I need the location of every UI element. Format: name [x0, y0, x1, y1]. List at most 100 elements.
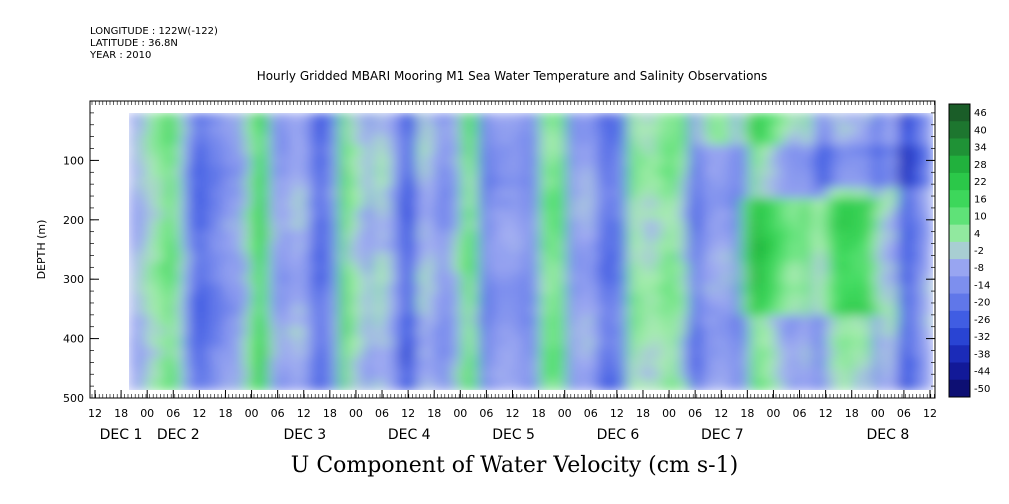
field-cell — [863, 368, 873, 381]
field-cell — [644, 251, 655, 264]
field-cell — [915, 336, 926, 349]
field-cell — [164, 294, 174, 306]
field-cell — [347, 368, 358, 381]
field-cell — [662, 294, 672, 306]
field-cell — [627, 368, 637, 381]
field-cell — [391, 304, 401, 317]
field-cell — [312, 240, 323, 253]
field-cell — [338, 251, 349, 264]
field-cell — [268, 347, 279, 360]
field-cell — [181, 347, 192, 360]
field-cell — [775, 347, 786, 360]
field-cell — [749, 219, 760, 232]
field-cell — [277, 240, 288, 253]
field-cell — [496, 155, 506, 168]
field-cell — [924, 368, 933, 381]
field-cell — [679, 326, 690, 338]
field-cell — [705, 347, 716, 360]
field-cell — [461, 262, 471, 274]
field-cell — [164, 240, 174, 253]
field-cell — [889, 134, 899, 146]
field-cell — [295, 315, 305, 328]
field-cell — [880, 240, 891, 253]
field-cell — [635, 145, 646, 157]
field-cell — [434, 336, 445, 349]
field-cell — [207, 347, 218, 360]
field-cell — [801, 358, 812, 370]
field-cell — [653, 326, 663, 338]
field-cell — [295, 166, 305, 178]
field-cell — [146, 283, 157, 296]
x-tick-label: 18 — [532, 407, 546, 420]
field-cell — [426, 208, 436, 221]
field-cell — [653, 283, 663, 296]
field-cell — [198, 262, 209, 274]
field-cell — [487, 315, 497, 328]
field-cell — [653, 347, 663, 360]
field-cell — [155, 358, 165, 370]
field-cell — [129, 198, 139, 210]
field-cell — [330, 176, 340, 189]
field-cell — [312, 219, 323, 232]
field-cell — [574, 358, 585, 370]
field-cell — [845, 134, 856, 146]
field-cell — [286, 379, 296, 390]
field-cell — [539, 176, 550, 189]
field-cell — [924, 358, 933, 370]
field-cell — [365, 187, 375, 200]
field-cell — [662, 240, 672, 253]
field-cell — [251, 145, 261, 157]
field-cell — [854, 187, 864, 200]
field-cell — [216, 123, 227, 136]
field-cell — [277, 251, 288, 264]
field-cell — [767, 176, 777, 189]
field-cell — [592, 283, 602, 296]
colorbar-label: 22 — [974, 177, 987, 188]
field-cell — [356, 176, 366, 189]
field-cell — [924, 230, 933, 242]
field-cell — [801, 368, 812, 381]
field-cell — [513, 326, 524, 338]
field-cell — [609, 176, 620, 189]
field-cell — [784, 219, 795, 232]
field-cell — [592, 379, 602, 390]
field-cell — [784, 240, 795, 253]
field-cell — [469, 155, 480, 168]
field-cell — [373, 358, 384, 370]
field-cell — [732, 240, 742, 253]
field-cell — [915, 368, 926, 381]
field-cell — [609, 230, 620, 242]
field-cell — [583, 240, 594, 253]
field-cell — [434, 262, 445, 274]
field-cell — [627, 166, 637, 178]
field-cell — [531, 187, 541, 200]
field-cell — [216, 113, 227, 125]
field-cell — [688, 208, 698, 221]
field-cell — [207, 219, 218, 232]
field-cell — [679, 198, 690, 210]
field-cell — [548, 166, 559, 178]
field-cell — [426, 326, 436, 338]
field-cell — [408, 368, 419, 381]
field-cell — [557, 123, 567, 136]
field-cell — [697, 294, 707, 306]
field-cell — [609, 145, 620, 157]
field-cell — [164, 113, 174, 125]
field-cell — [714, 262, 725, 274]
field-cell — [312, 230, 323, 242]
field-cell — [758, 176, 768, 189]
field-cell — [644, 240, 655, 253]
field-cell — [434, 272, 445, 285]
field-cell — [714, 336, 725, 349]
field-cell — [338, 315, 349, 328]
field-cell — [767, 347, 777, 360]
field-cell — [408, 113, 419, 125]
y-tick-label: 300 — [63, 273, 84, 286]
field-cell — [705, 240, 716, 253]
field-cell — [365, 304, 375, 317]
field-cell — [863, 315, 873, 328]
field-cell — [583, 198, 594, 210]
field-cell — [644, 336, 655, 349]
field-cell — [347, 176, 358, 189]
field-cell — [863, 262, 873, 274]
